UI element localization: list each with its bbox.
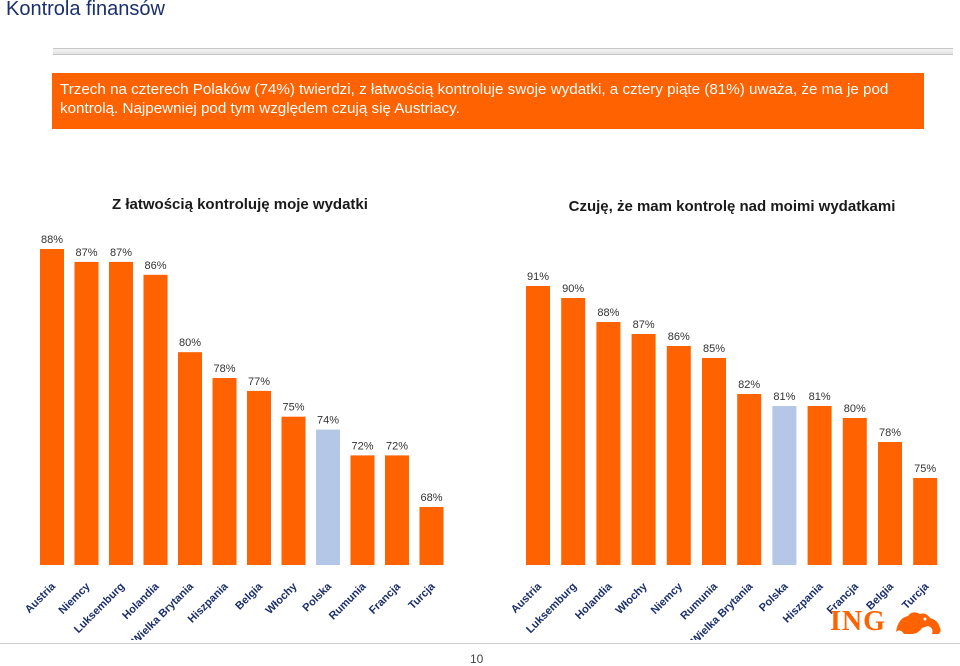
category-label: Francja [367,580,404,617]
data-label: 91% [527,271,549,283]
category-label: Włochy [263,580,300,617]
category-label: Belgia [233,580,265,612]
charts-area: Z łatwością kontroluję moje wydatki 88% Au… [23,196,938,640]
bar [350,455,375,565]
bar [143,274,168,565]
data-label: 87% [75,247,97,259]
bar [526,286,550,565]
category-label: Polska [757,580,791,614]
chart-title: Z łatwością kontroluję moje wydatki [112,196,368,213]
data-label: 80% [179,337,201,349]
data-label: 81% [809,391,831,403]
category-label: Rumunia [327,580,369,622]
bar [74,261,99,565]
data-label: 78% [213,363,235,375]
bar [772,406,797,565]
summary-text: Trzech na czterech Polaków (74%) twierdz… [60,81,889,117]
data-label: 82% [738,379,760,391]
bar [247,390,271,565]
data-label: 72% [386,440,408,452]
summary-box: Trzech na czterech Polaków (74%) twierdz… [52,73,924,129]
bar [666,346,691,565]
data-label: 77% [248,376,270,388]
category-label: Austria [23,580,59,616]
page-title: Kontrola finansów [6,0,165,20]
bar [419,507,444,565]
category-label: Turcja [406,580,438,612]
data-label: 72% [351,440,373,452]
chart-title: Czuję, że mam kontrolę nad moimi wydatka… [569,198,896,215]
data-label: 81% [773,391,795,403]
category-label: Holandia [573,580,615,622]
bar [737,394,762,565]
bar [878,442,902,565]
data-label: 90% [562,283,584,295]
data-label: 74% [317,415,339,427]
data-label: 87% [110,247,132,259]
data-label: 88% [597,307,619,319]
data-label: 86% [668,331,690,343]
data-label: 86% [144,260,166,272]
bar [842,418,867,565]
bar [40,249,64,565]
footer-divider [0,643,960,644]
category-label: Polska [301,580,335,614]
bar [596,322,621,565]
data-label: 75% [282,402,304,414]
bar [281,416,306,565]
data-label: 68% [420,492,442,504]
category-label: Włochy [614,580,651,617]
chart-2: Czuję, że mam kontrolę nad moimi wydatka… [509,198,938,640]
bar [178,352,202,565]
bar [631,334,656,565]
bar [385,455,409,565]
data-label: 87% [633,319,655,331]
data-label: 80% [844,403,866,415]
ing-logo: ING [830,606,950,638]
bar [212,378,237,565]
chart-1: Z łatwością kontroluję moje wydatki 88% Au… [23,196,444,640]
bar [702,358,726,565]
data-label: 75% [914,463,936,475]
logo-text: ING [830,606,886,637]
bar [561,298,586,565]
bar [316,429,340,565]
category-label: Austria [509,580,545,616]
bar [807,406,832,565]
data-label: 78% [879,427,901,439]
page-number: 10 [470,652,484,666]
lion-icon [896,612,941,634]
data-label: 85% [703,343,725,355]
data-label: 88% [41,234,63,246]
bar [109,261,133,565]
bar [913,478,938,565]
title-divider [53,48,953,55]
